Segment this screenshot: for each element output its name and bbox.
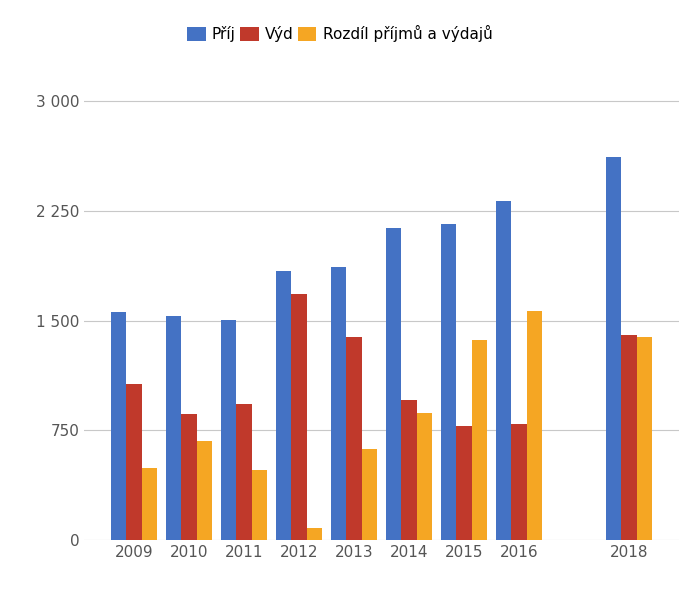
Bar bbox=[636, 337, 652, 540]
Bar bbox=[386, 229, 401, 540]
Bar bbox=[197, 441, 212, 540]
Bar bbox=[621, 335, 636, 540]
Bar bbox=[496, 200, 511, 540]
Bar bbox=[362, 449, 377, 540]
Bar bbox=[511, 424, 526, 540]
Bar bbox=[291, 294, 307, 540]
Bar bbox=[111, 312, 127, 540]
Bar bbox=[416, 413, 432, 540]
Bar bbox=[142, 469, 158, 540]
Bar bbox=[441, 224, 456, 540]
Bar bbox=[346, 337, 362, 540]
Bar bbox=[181, 414, 197, 540]
Bar bbox=[166, 316, 181, 540]
Bar bbox=[526, 311, 542, 540]
Bar bbox=[606, 157, 621, 540]
Bar bbox=[252, 470, 267, 540]
Bar bbox=[307, 529, 322, 540]
Bar bbox=[331, 266, 346, 540]
Bar bbox=[276, 271, 291, 540]
Bar bbox=[221, 320, 237, 540]
Bar bbox=[401, 400, 416, 540]
Bar bbox=[472, 340, 487, 540]
Bar bbox=[237, 404, 252, 540]
Bar bbox=[456, 426, 472, 540]
Legend: Příj, Výd, Rozdíl příjmů a výdajů: Příj, Výd, Rozdíl příjmů a výdajů bbox=[181, 19, 498, 48]
Bar bbox=[127, 383, 142, 540]
